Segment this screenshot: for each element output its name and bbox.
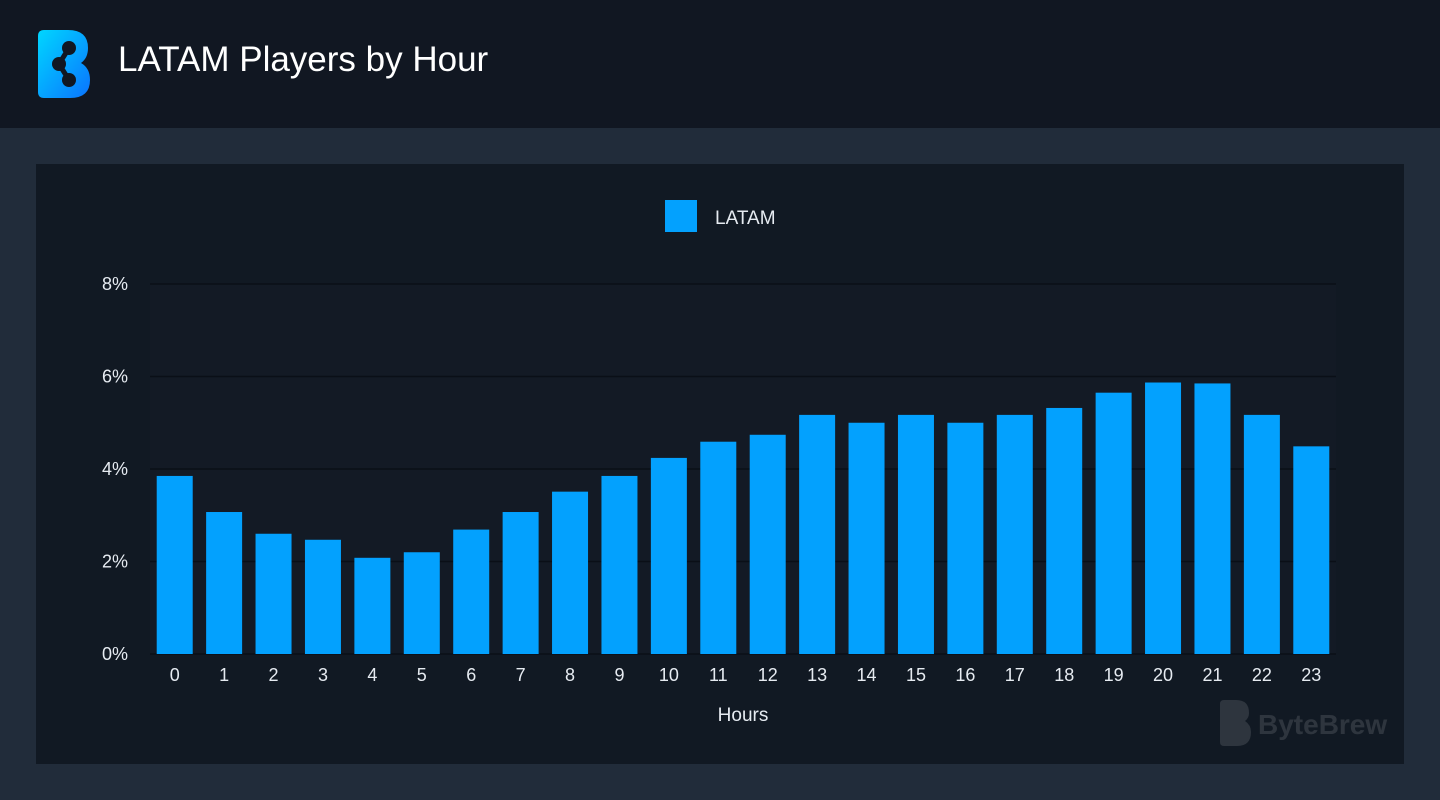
- bar-hour-9: [601, 475, 638, 654]
- bar-hour-16: [947, 422, 984, 654]
- bar-hour-23: [1293, 446, 1330, 654]
- header: LATAM Players by Hour: [0, 0, 1440, 128]
- corner-watermark-text: ByteBrew: [1258, 709, 1387, 740]
- x-tick-label: 22: [1252, 665, 1272, 685]
- bar-hour-19: [1095, 392, 1132, 654]
- gridlines: [150, 283, 1336, 655]
- y-tick-label: 0%: [102, 644, 128, 664]
- legend: LATAM: [665, 200, 776, 232]
- bar-hour-5: [403, 552, 440, 654]
- bar-hour-12: [749, 434, 786, 654]
- bar-hour-3: [304, 539, 341, 654]
- x-tick-label: 16: [955, 665, 975, 685]
- x-tick-label: 20: [1153, 665, 1173, 685]
- y-tick-label: 2%: [102, 552, 128, 572]
- x-tick-label: 11: [709, 665, 728, 685]
- x-tick-label: 0: [170, 665, 180, 685]
- bar-hour-11: [700, 441, 737, 654]
- x-tick-label: 14: [857, 665, 877, 685]
- bar-hour-0: [156, 475, 193, 654]
- x-tick-labels: 0 1 2 3 4 5 6 7 8 9 10 11 12 13 14 15 16 17 18 19 20 21 22 23: [170, 665, 1322, 685]
- x-tick-label: 8: [565, 665, 575, 685]
- bar-hour-15: [897, 414, 934, 654]
- x-tick-label: 4: [367, 665, 377, 685]
- x-tick-label: 17: [1005, 665, 1025, 685]
- x-tick-label: 18: [1054, 665, 1074, 685]
- x-tick-label: 3: [318, 665, 328, 685]
- chart-panel: ByteBrew ByteBrew 0%2%4%6%8% 01234567891…: [36, 164, 1404, 764]
- y-tick-labels: 0% 2% 4% 6% 8%: [102, 274, 128, 664]
- bar-hour-21: [1194, 383, 1231, 654]
- bar-hour-22: [1243, 414, 1280, 654]
- y-tick-label: 8%: [102, 274, 128, 294]
- bar-hour-2: [255, 533, 292, 654]
- bar-hour-18: [1046, 407, 1083, 654]
- x-tick-label: 12: [758, 665, 778, 685]
- x-tick-label: 21: [1202, 665, 1222, 685]
- bar-hour-6: [453, 529, 490, 654]
- page-title: LATAM Players by Hour: [118, 40, 489, 79]
- corner-watermark: ByteBrew: [1220, 700, 1387, 746]
- bar-hour-1: [206, 512, 243, 654]
- bar-hour-7: [502, 512, 539, 654]
- legend-label: LATAM: [715, 208, 776, 229]
- bar-chart: ByteBrew ByteBrew 0%2%4%6%8% 01234567891…: [102, 200, 1387, 746]
- x-tick-label: 15: [906, 665, 926, 685]
- x-tick-label: 5: [417, 665, 427, 685]
- bar-hour-8: [552, 491, 589, 654]
- bars: [156, 382, 1330, 654]
- bar-hour-13: [799, 414, 836, 654]
- x-tick-label: 23: [1301, 665, 1321, 685]
- x-tick-label: 9: [614, 665, 624, 685]
- legend-swatch: [665, 200, 697, 232]
- x-tick-label: 10: [659, 665, 679, 685]
- bar-hour-17: [996, 414, 1033, 654]
- x-tick-label: 13: [807, 665, 827, 685]
- bytebrew-logo-icon: [38, 30, 90, 98]
- bar-hour-4: [354, 557, 391, 654]
- x-axis-title: Hours: [718, 705, 769, 726]
- y-tick-label: 4%: [102, 459, 128, 479]
- x-tick-label: 2: [269, 665, 279, 685]
- bar-hour-20: [1145, 382, 1182, 654]
- x-tick-label: 19: [1104, 665, 1124, 685]
- bar-hour-14: [848, 422, 885, 654]
- bar-hour-10: [650, 457, 687, 654]
- x-tick-label: 1: [219, 665, 229, 685]
- x-tick-label: 6: [466, 665, 476, 685]
- x-tick-label: 7: [516, 665, 526, 685]
- y-tick-label: 6%: [102, 367, 128, 387]
